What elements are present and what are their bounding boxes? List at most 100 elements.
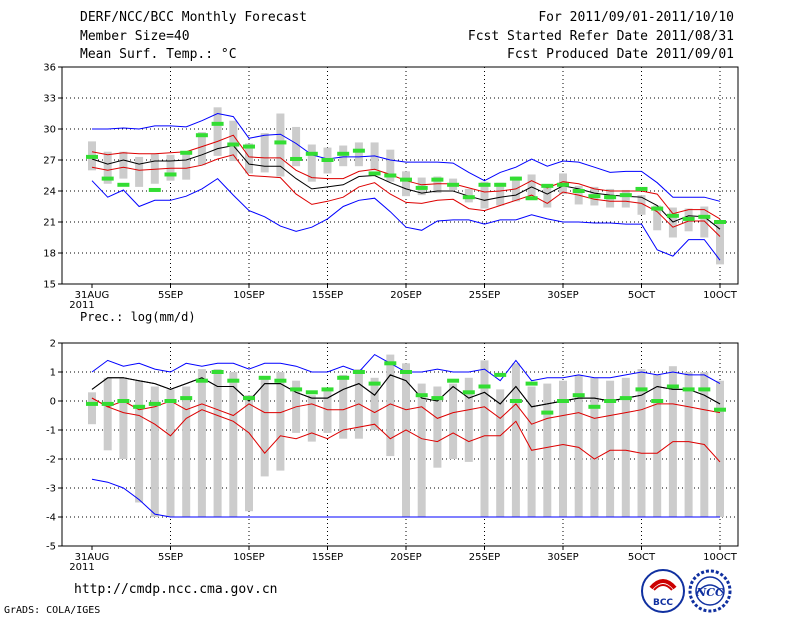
- prec-ytick-label: 2: [50, 339, 56, 350]
- temp-obs-marker: [525, 196, 538, 201]
- prec-obs-marker: [164, 399, 177, 403]
- prec-xtick-label: 20SEP: [390, 552, 421, 563]
- ncc-logo: NCC: [688, 569, 732, 613]
- temp-obs-marker: [714, 220, 726, 224]
- footer-url[interactable]: http://cmdp.ncc.cma.gov.cn: [74, 582, 278, 597]
- prec-obs-marker: [462, 390, 475, 395]
- prec-obs-marker: [133, 404, 146, 409]
- prec-ensemble-bar: [684, 372, 693, 517]
- prec-ytick-label: 0: [50, 397, 56, 408]
- prec-ytick-label: -3: [46, 484, 56, 495]
- temp-series-max: [92, 112, 721, 202]
- temp-obs-marker: [572, 189, 585, 193]
- prec-ensemble-bar: [229, 372, 238, 517]
- prec-obs-marker: [384, 361, 397, 366]
- ncc-logo-text: NCC: [695, 586, 724, 599]
- temp-obs-marker: [415, 185, 428, 190]
- prec-obs-marker: [557, 399, 569, 403]
- prec-ensemble-bar: [621, 377, 630, 517]
- temp-xtick-label: 10SEP: [233, 290, 264, 301]
- temp-ytick-label: 21: [43, 218, 56, 229]
- temp-obs-marker: [541, 183, 554, 188]
- prec-obs-marker: [525, 381, 538, 386]
- precipitation-panel: -5 -4 -3 -2 -1 0 1 2 31AUG 2011 5SEP 10SEP 15SEP 20SE…: [46, 339, 739, 573]
- prec-ensemble-bar: [213, 369, 222, 517]
- prec-ytick-label: -1: [46, 426, 56, 437]
- temp-obs-marker: [431, 177, 444, 182]
- prec-ensemble-bar: [543, 383, 552, 517]
- member-size: Member Size=40: [80, 29, 190, 44]
- temp-ensemble-bar: [496, 182, 505, 206]
- temp-ensemble-bar: [716, 223, 724, 265]
- temp-ensemble-bar: [213, 107, 222, 156]
- temp-xtick-label: 20SEP: [390, 290, 421, 301]
- prec-ensemble-bar: [370, 377, 379, 430]
- prec-frame: [61, 342, 739, 547]
- temp-ensemble-bar: [653, 205, 662, 231]
- prec-xtick-label: 15SEP: [312, 552, 343, 563]
- temp-obs-marker: [682, 216, 695, 221]
- temp-obs-marker: [227, 142, 240, 147]
- temp-obs-marker: [698, 214, 711, 219]
- prec-ytick-label: -5: [46, 542, 56, 553]
- temp-obs-marker: [651, 206, 664, 211]
- temp-ensemble-bar: [637, 195, 646, 215]
- refer-date: Fcst Started Refer Date 2011/08/31: [467, 29, 734, 44]
- prec-ensemble-bar: [511, 363, 520, 517]
- temp-obs-marker: [384, 173, 397, 178]
- temp-obs-marker: [509, 176, 522, 181]
- temp-obs-marker: [117, 182, 130, 187]
- bcc-logo: BCC: [641, 569, 685, 613]
- temp-obs-marker: [148, 187, 161, 192]
- temp-obs-marker: [86, 154, 98, 159]
- prec-obs-marker: [478, 384, 491, 389]
- prec-obs-marker: [101, 401, 114, 406]
- temp-obs-marker: [290, 156, 303, 161]
- temp-series-min: [91, 177, 721, 261]
- temp-ensemble-bar: [166, 154, 175, 181]
- temp-ensemble-bar: [621, 189, 630, 208]
- temp-ensemble-bar: [150, 153, 159, 184]
- prec-obs-marker: [86, 401, 98, 406]
- temp-ytick-label: 27: [43, 156, 56, 167]
- prec-obs-marker: [258, 375, 271, 380]
- prec-obs-marker: [447, 378, 460, 383]
- temp-obs-marker: [164, 172, 177, 177]
- prec-obs-marker: [321, 387, 334, 392]
- temp-xtick-label: 31AUG 2011: [69, 290, 109, 311]
- prec-obs-marker: [588, 404, 601, 409]
- temp-obs-marker: [337, 151, 350, 156]
- temp-xtick-label: 30SEP: [547, 290, 578, 301]
- prec-ensemble-bar: [166, 389, 175, 517]
- prec-ensemble-bar: [260, 377, 269, 477]
- temp-ensemble-bar: [229, 120, 238, 162]
- temp-obs-marker: [462, 195, 475, 200]
- prec-ensemble-bar: [245, 395, 253, 512]
- temp-ensemble-bar: [197, 132, 206, 166]
- variable-label: Mean Surf. Temp.: °C: [80, 47, 237, 62]
- temp-ensemble-bar: [182, 153, 191, 180]
- prec-ensemble-bar: [527, 386, 536, 517]
- temp-ensemble-bar: [260, 133, 269, 173]
- prec-ensemble-bar: [103, 377, 112, 451]
- prec-ytick-label: -2: [46, 455, 56, 466]
- temp-ytick-label: 30: [43, 125, 56, 136]
- prec-obs-marker: [227, 378, 240, 383]
- prec-ytick-label: -4: [46, 513, 56, 524]
- temp-obs-marker: [478, 182, 491, 187]
- prec-xtick-label: 5OCT: [628, 552, 656, 563]
- temp-obs-marker: [211, 121, 224, 126]
- prec-ensemble-bar: [197, 369, 206, 517]
- temp-series-lower: [91, 154, 721, 237]
- prec-ensemble-bar: [574, 374, 583, 517]
- prec-obs-marker: [368, 381, 381, 386]
- temp-frame: [61, 66, 739, 285]
- prec-obs-marker: [400, 370, 412, 374]
- temperature-panel: 15 18 21 24 27 30 33 36 31AUG 2011 5SEP 10SEP 15SEP 2…: [43, 63, 739, 311]
- prec-series-min: [91, 478, 720, 518]
- bcc-logo-text: BCC: [653, 598, 673, 608]
- temp-xtick-label: 5OCT: [628, 290, 656, 301]
- temp-ensemble-bar: [386, 149, 395, 182]
- temp-ensemble-bar: [354, 142, 363, 167]
